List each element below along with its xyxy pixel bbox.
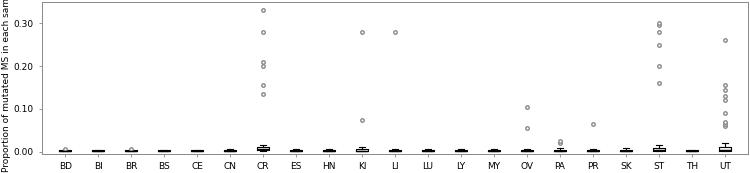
- Y-axis label: Proportion of mutated MS in each sample: Proportion of mutated MS in each sample: [2, 0, 11, 172]
